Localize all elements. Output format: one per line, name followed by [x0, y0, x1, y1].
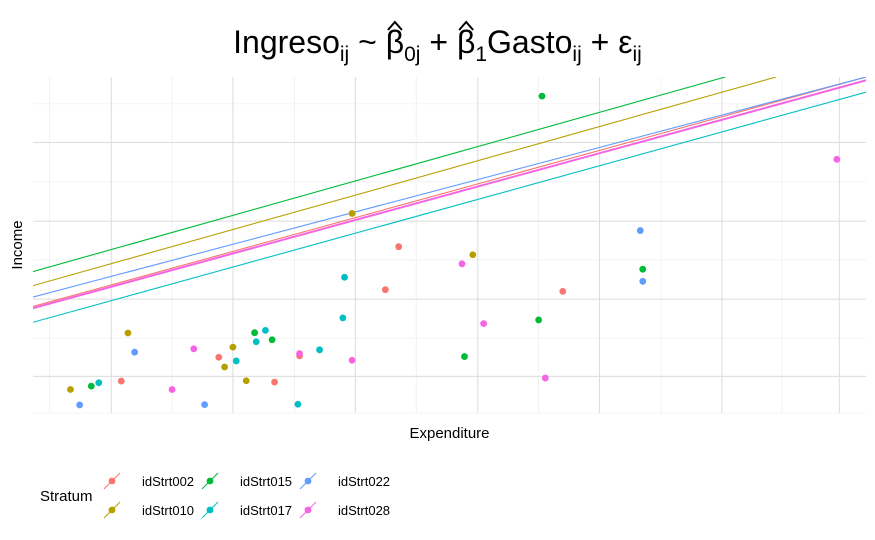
point-idStrt010	[469, 251, 477, 259]
point-idStrt017	[95, 379, 103, 387]
grid	[33, 77, 866, 414]
title-part: 0j	[404, 43, 420, 66]
title-part: ij	[632, 43, 641, 66]
legend-dot	[206, 477, 214, 485]
point-idStrt010	[67, 386, 74, 393]
chart-title: Ingresoij ~ β0j + β1Gastoij + εij	[233, 20, 642, 66]
legend-key-idStrt015	[201, 472, 219, 490]
point-idStrt015	[268, 336, 276, 344]
x-axis-label: Expenditure	[409, 425, 489, 442]
legend-key-idStrt002	[103, 472, 121, 490]
point-idStrt015	[535, 316, 543, 324]
title-part: ij	[340, 43, 349, 66]
point-idStrt002	[271, 378, 278, 386]
point-idStrt015	[87, 382, 95, 390]
point-idStrt028	[458, 260, 466, 268]
point-idStrt022	[201, 401, 208, 408]
point-idStrt017	[339, 314, 347, 322]
point-idStrt028	[833, 155, 841, 163]
point-idStrt028	[348, 356, 356, 364]
point-idStrt022	[131, 348, 139, 356]
point-idStrt028	[168, 386, 176, 393]
point-idStrt015	[251, 329, 258, 337]
legend-title: Stratum	[40, 488, 93, 505]
point-idStrt002	[381, 286, 389, 294]
legend-label: idStrt022	[338, 474, 390, 489]
point-idStrt017	[262, 326, 269, 334]
legend-label: idStrt015	[240, 474, 292, 489]
point-idStrt010	[221, 363, 228, 371]
legend: Stratum idStrt002 idStrt010 idStrt015 idStr…	[40, 472, 390, 519]
point-idStrt017	[316, 346, 323, 354]
point-idStrt002	[395, 243, 403, 251]
point-idStrt028	[480, 320, 488, 328]
legend-key-idStrt022	[299, 472, 317, 490]
title-part: β	[386, 24, 404, 60]
point-idStrt017	[252, 338, 260, 346]
point-idStrt028	[541, 374, 549, 382]
legend-label: idStrt017	[240, 503, 292, 518]
point-idStrt017	[294, 400, 302, 408]
legend-key-idStrt010	[103, 501, 121, 519]
legend-dot	[108, 506, 116, 514]
legend-dot	[108, 477, 116, 485]
point-idStrt028	[190, 345, 198, 353]
point-idStrt015	[461, 353, 468, 360]
fit-line-idStrt002	[33, 77, 866, 308]
legend-dot	[206, 506, 214, 514]
legend-key-idStrt017	[201, 501, 219, 519]
title-part: 1	[475, 43, 487, 66]
fit-line-idStrt015	[33, 77, 726, 273]
point-idStrt002	[559, 287, 567, 295]
data-points	[67, 92, 841, 409]
title-part: Ingreso	[233, 24, 340, 60]
point-idStrt002	[215, 353, 223, 361]
legend-label: idStrt010	[142, 503, 194, 518]
title-part: ij	[572, 43, 581, 66]
point-idStrt010	[348, 210, 356, 217]
point-idStrt028	[296, 350, 303, 357]
y-axis-label: Income	[9, 220, 26, 269]
legend-label: idStrt028	[338, 503, 390, 518]
fit-line-idStrt017	[33, 91, 866, 323]
point-idStrt015	[538, 92, 546, 100]
title-part: ~	[349, 24, 385, 60]
legend-dot	[304, 477, 312, 485]
legend-label: idStrt002	[142, 474, 194, 489]
title-part: +	[582, 24, 618, 60]
point-idStrt017	[232, 357, 240, 365]
legend-dot	[304, 506, 312, 514]
fit-line-idStrt028	[33, 79, 866, 310]
title-part: Gasto	[487, 24, 572, 60]
fit-lines	[33, 77, 866, 323]
fit-line-idStrt010	[33, 77, 777, 287]
hat-accent	[458, 20, 474, 31]
title-part: +	[420, 24, 456, 60]
point-idStrt015	[639, 265, 647, 273]
point-idStrt017	[341, 273, 348, 281]
point-idStrt002	[117, 377, 125, 385]
point-idStrt022	[76, 401, 84, 409]
point-idStrt022	[639, 277, 647, 285]
point-idStrt022	[636, 227, 644, 234]
title-part: ε	[618, 24, 632, 60]
point-idStrt010	[242, 377, 250, 385]
title-text: Ingresoij ~ β0j + β1Gastoij + εij	[233, 24, 642, 66]
point-idStrt010	[124, 329, 132, 337]
hat-accent	[387, 20, 403, 31]
legend-key-idStrt028	[299, 501, 317, 519]
point-idStrt010	[229, 343, 237, 351]
fit-line-idStrt022	[33, 77, 866, 298]
title-part: β	[457, 24, 475, 60]
